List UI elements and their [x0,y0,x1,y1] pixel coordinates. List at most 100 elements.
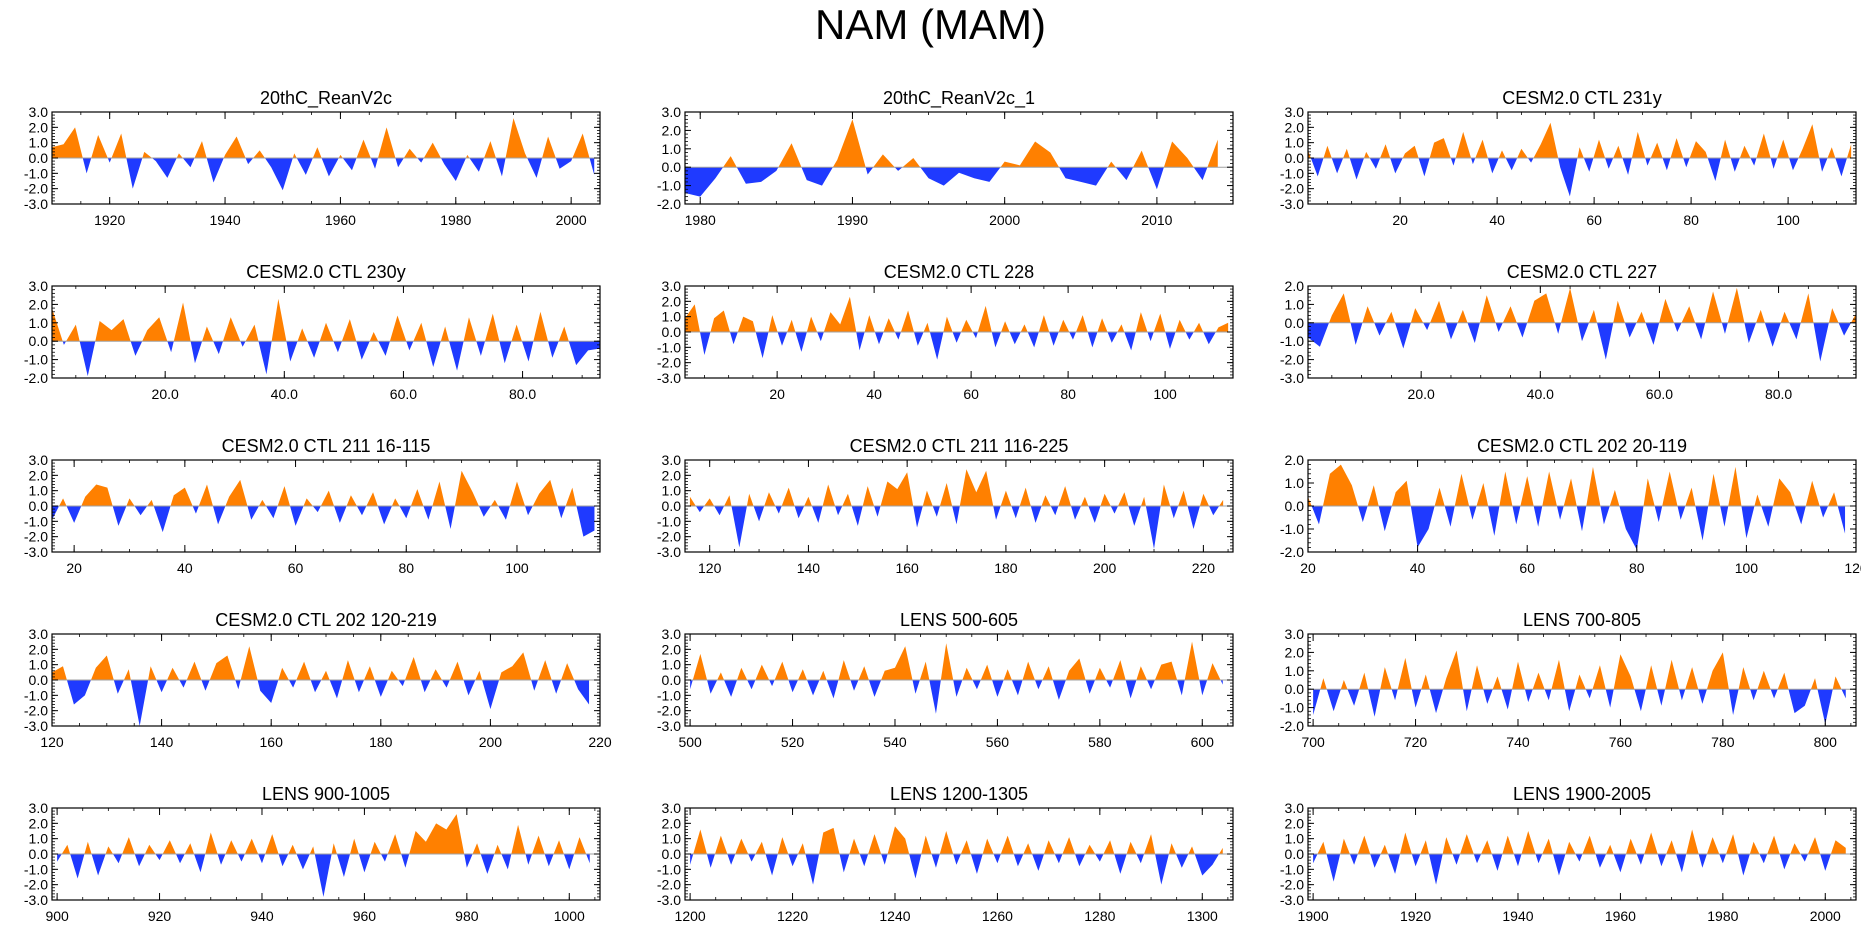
panel-12: LENS 900-1005 3.02.01.00.0-1.0-2.0-3.0900… [24,784,601,924]
xtick-label: 740 [1506,734,1530,750]
xtick-label: 80 [1683,212,1699,228]
ytick-label: -2.0 [24,529,48,545]
xtick-label: 1960 [325,212,356,228]
ytick-label: 1.0 [1285,831,1305,847]
ytick-label: 2.0 [1285,815,1305,831]
ytick-label: 2.0 [1285,452,1305,468]
ytick-label: 3.0 [662,626,682,642]
xtick-label: 20 [1300,560,1316,576]
xtick-label: 1980 [685,212,716,228]
panel-5: CESM2.0 CTL 227 2.0 1.0 0.0 -1.0 -2.0 -3.0 20.0… [1280,262,1857,402]
positive-area [1313,650,1846,690]
ytick-label: 3.0 [1285,800,1305,816]
xtick-label: 1980 [440,212,471,228]
panel-9: CESM2.0 CTL 202 120-2193.02.01.00.0-1.0-… [24,610,612,750]
ytick-label: -3.0 [24,544,48,560]
ytick-label: 0.0 [29,846,49,862]
negative-area [1308,506,1846,550]
ytick-label: 2.0 [29,119,49,135]
ytick-label: -2.0 [1280,181,1304,197]
ytick-label: -1.0 [1280,165,1304,181]
panel-title: CESM2.0 CTL 227 [1507,262,1657,282]
plot-frame [684,111,1234,205]
xtick-label: 20.0 [152,386,179,402]
xtick-label: 80 [1060,386,1076,402]
ytick-label: 2.0 [29,815,49,831]
ytick-label: 0.0 [1285,150,1305,166]
xtick-label: 160 [260,734,284,750]
ytick-label: 3.0 [662,452,682,468]
plot-frame [1307,285,1857,379]
plot-frame [1307,633,1857,727]
positive-area [1308,122,1852,158]
ytick-label: 0.0 [662,324,682,340]
ytick-label: 1.0 [662,141,682,157]
ytick-label: 1.0 [1285,135,1305,151]
negative-area [689,506,1224,549]
ytick-label: 3.0 [662,278,682,294]
ytick-label: 2.0 [662,641,682,657]
ytick-label: -1.0 [24,861,48,877]
ytick-label: 3.0 [29,278,49,294]
ytick-label: -1.0 [24,513,48,529]
ytick-label: 1.0 [29,315,49,331]
panel-title: LENS 900-1005 [262,784,390,804]
positive-area [52,470,595,506]
panel-title: CESM2.0 CTL 228 [884,262,1034,282]
ytick-label: 0.0 [662,498,682,514]
panel-title: CESM2.0 CTL 231y [1502,88,1661,108]
xtick-label: 960 [353,908,377,924]
ytick-label: -3.0 [657,892,681,908]
ytick-label: 3.0 [662,104,682,120]
xtick-label: 760 [1609,734,1633,750]
xtick-label: 80.0 [509,386,536,402]
panel-title: CESM2.0 CTL 211 16-115 [222,436,431,456]
xtick-label: 100 [1776,212,1800,228]
negative-area [685,167,1218,197]
ytick-label: -2.0 [24,370,48,386]
ytick-label: -1.0 [657,861,681,877]
panel-title: CESM2.0 CTL 202 120-219 [215,610,436,630]
ytick-label: 2.0 [29,641,49,657]
xtick-label: 720 [1404,734,1428,750]
xtick-label: 140 [150,734,174,750]
xtick-label: 100 [1153,386,1177,402]
ytick-label: 2.0 [1285,644,1305,660]
xtick-label: 40.0 [271,386,298,402]
ytick-label: 1.0 [1285,475,1305,491]
ytick-label: -1.0 [1280,700,1304,716]
xtick-label: 1000 [554,908,585,924]
negative-area [1313,854,1846,885]
xtick-label: 140 [797,560,821,576]
ytick-label: 1.0 [29,657,49,673]
xtick-label: 200 [1093,560,1117,576]
negative-area [52,158,595,191]
xtick-label: 220 [588,734,612,750]
panel-title: 20thC_ReanV2c_1 [883,88,1035,109]
xtick-label: 780 [1711,734,1735,750]
xtick-label: 20 [1392,212,1408,228]
ytick-label: 1.0 [662,483,682,499]
ytick-label: -2.0 [1280,352,1304,368]
ytick-label: -3.0 [1280,196,1304,212]
positive-area [690,641,1223,680]
ytick-label: 1.0 [29,135,49,151]
negative-area [52,506,595,537]
positive-area [685,296,1229,332]
ytick-label: -3.0 [1280,370,1304,386]
ytick-label: -3.0 [24,718,48,734]
ytick-label: -2.0 [1280,718,1304,734]
ytick-label: -2.0 [657,877,681,893]
xtick-label: 1920 [94,212,125,228]
panel-title: 20thC_ReanV2c [260,88,392,109]
negative-area [1308,322,1856,362]
panel-title: CESM2.0 CTL 211 116-225 [850,436,1069,456]
ytick-label: 1.0 [29,831,49,847]
ytick-label: -2.0 [1280,544,1304,560]
xtick-label: 2010 [1141,212,1172,228]
xtick-label: 80.0 [1765,386,1792,402]
panel-title: LENS 500-605 [900,610,1018,630]
ytick-label: 1.0 [662,657,682,673]
